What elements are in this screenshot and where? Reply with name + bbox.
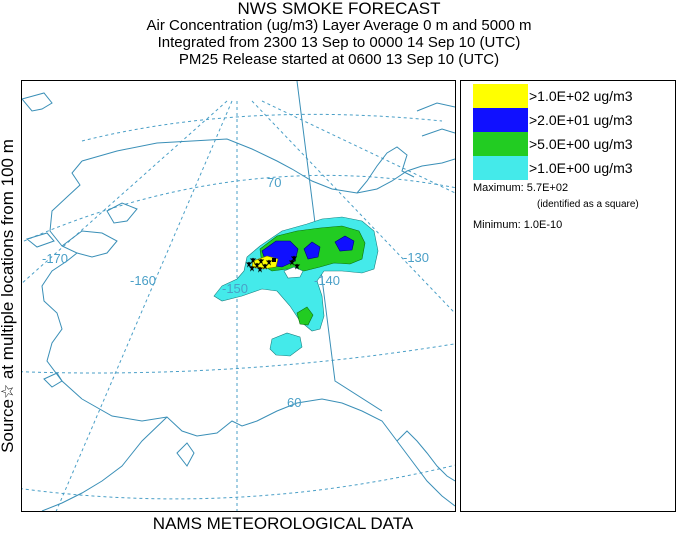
source-marker	[293, 263, 301, 270]
maximum-label: Maximum:	[473, 182, 524, 194]
minimum-label: Minimum:	[473, 219, 521, 231]
legend-label: >5.0E+00 ug/m3	[529, 136, 633, 152]
source-marker	[265, 259, 273, 266]
plot-subtitle-integration: Integrated from 2300 13 Sep to 0000 14 S…	[157, 34, 521, 51]
aleutian-chain	[41, 416, 168, 511]
graticule	[22, 100, 455, 511]
legend-label: >2.0E+01 ug/m3	[529, 112, 633, 128]
canada-islands	[416, 102, 455, 137]
plot-title: NWS SMOKE FORECAST	[237, 0, 441, 18]
legend-label: >1.0E+02 ug/m3	[529, 88, 633, 104]
plot-subtitle-concentration: Air Concentration (ug/m3) Layer Average …	[146, 17, 532, 34]
minimum-stat: Minimum: 1.0E-10	[473, 219, 562, 231]
kodiak-island	[176, 442, 195, 467]
legend-swatch-blue	[473, 108, 528, 132]
longitude-label-130: -130	[403, 250, 429, 265]
source-markers	[245, 255, 301, 273]
chukotka-coast	[22, 92, 53, 112]
longitude-line-170	[22, 100, 228, 284]
smoke-map: 70 60 -170 -160 -150 -140 -130	[21, 80, 456, 512]
source-marker	[261, 263, 269, 270]
source-marker	[256, 266, 264, 273]
kotzebue-sound	[106, 202, 138, 224]
longitude-label-150: -150	[222, 281, 248, 296]
maximum-square-marker	[272, 258, 276, 262]
source-marker	[245, 261, 253, 268]
latitude-label-70: 70	[267, 175, 281, 190]
source-marker	[257, 258, 265, 265]
concentration-legend: >1.0E+02 ug/m3 >2.0E+01 ug/m3 >5.0E+00 u…	[460, 80, 676, 512]
latitude-line-50	[22, 464, 455, 500]
plume-level-3-east	[334, 235, 355, 252]
maximum-value: 5.7E+02	[526, 182, 569, 194]
nunivak-island	[43, 372, 63, 388]
longitude-label-170: -170	[42, 251, 68, 266]
alaska-west-coast	[41, 160, 83, 400]
longitude-line-120	[261, 100, 455, 194]
meteorological-data-label: NAMS METEOROLOGICAL DATA	[152, 514, 414, 533]
source-marker	[290, 255, 298, 262]
alaska-north-coast	[81, 138, 455, 194]
source-marker	[248, 265, 256, 272]
latitude-line-70	[22, 174, 455, 243]
plume-level-3-mid	[303, 241, 321, 260]
alaska-south-coast	[81, 398, 455, 507]
longitude-line-130	[251, 100, 455, 314]
canada-arctic-coast	[356, 146, 415, 194]
source-marker	[253, 262, 261, 269]
plume-level-2-south	[296, 306, 314, 326]
st-lawrence-island	[25, 232, 55, 248]
source-side-label: Source☆ at multiple locations from 100 m	[0, 139, 17, 453]
longitude-label-140: -140	[314, 273, 340, 288]
longitude-label-160: -160	[130, 273, 156, 288]
plot-header: NWS SMOKE FORECAST Air Concentration (ug…	[0, 0, 678, 68]
plot-subtitle-release: PM25 Release started at 0600 13 Sep 10 (…	[178, 51, 500, 68]
legend-swatch-cyan	[473, 156, 528, 180]
border-line	[296, 81, 383, 412]
legend-swatch-green	[473, 132, 528, 156]
plume-hole	[283, 266, 304, 279]
legend-label: >1.0E+00 ug/m3	[529, 160, 633, 176]
source-marker	[249, 257, 257, 264]
map-canvas: 70 60 -170 -160 -150 -140 -130	[22, 81, 455, 511]
latitude-line-80	[81, 113, 443, 142]
seward-peninsula	[61, 230, 118, 258]
legend-swatch-yellow	[473, 84, 528, 108]
latitude-label-60: 60	[287, 395, 301, 410]
maximum-note: (identified as a square)	[537, 199, 639, 210]
longitude-line-160	[55, 100, 233, 511]
latitude-line-60	[22, 343, 455, 374]
coastlines	[22, 92, 455, 511]
source-marker	[288, 259, 296, 266]
bc-coast	[396, 430, 455, 482]
minimum-value: 1.0E-10	[523, 219, 563, 231]
maximum-stat: Maximum: 5.7E+02	[473, 182, 568, 194]
plume-level-1-south	[269, 332, 303, 357]
